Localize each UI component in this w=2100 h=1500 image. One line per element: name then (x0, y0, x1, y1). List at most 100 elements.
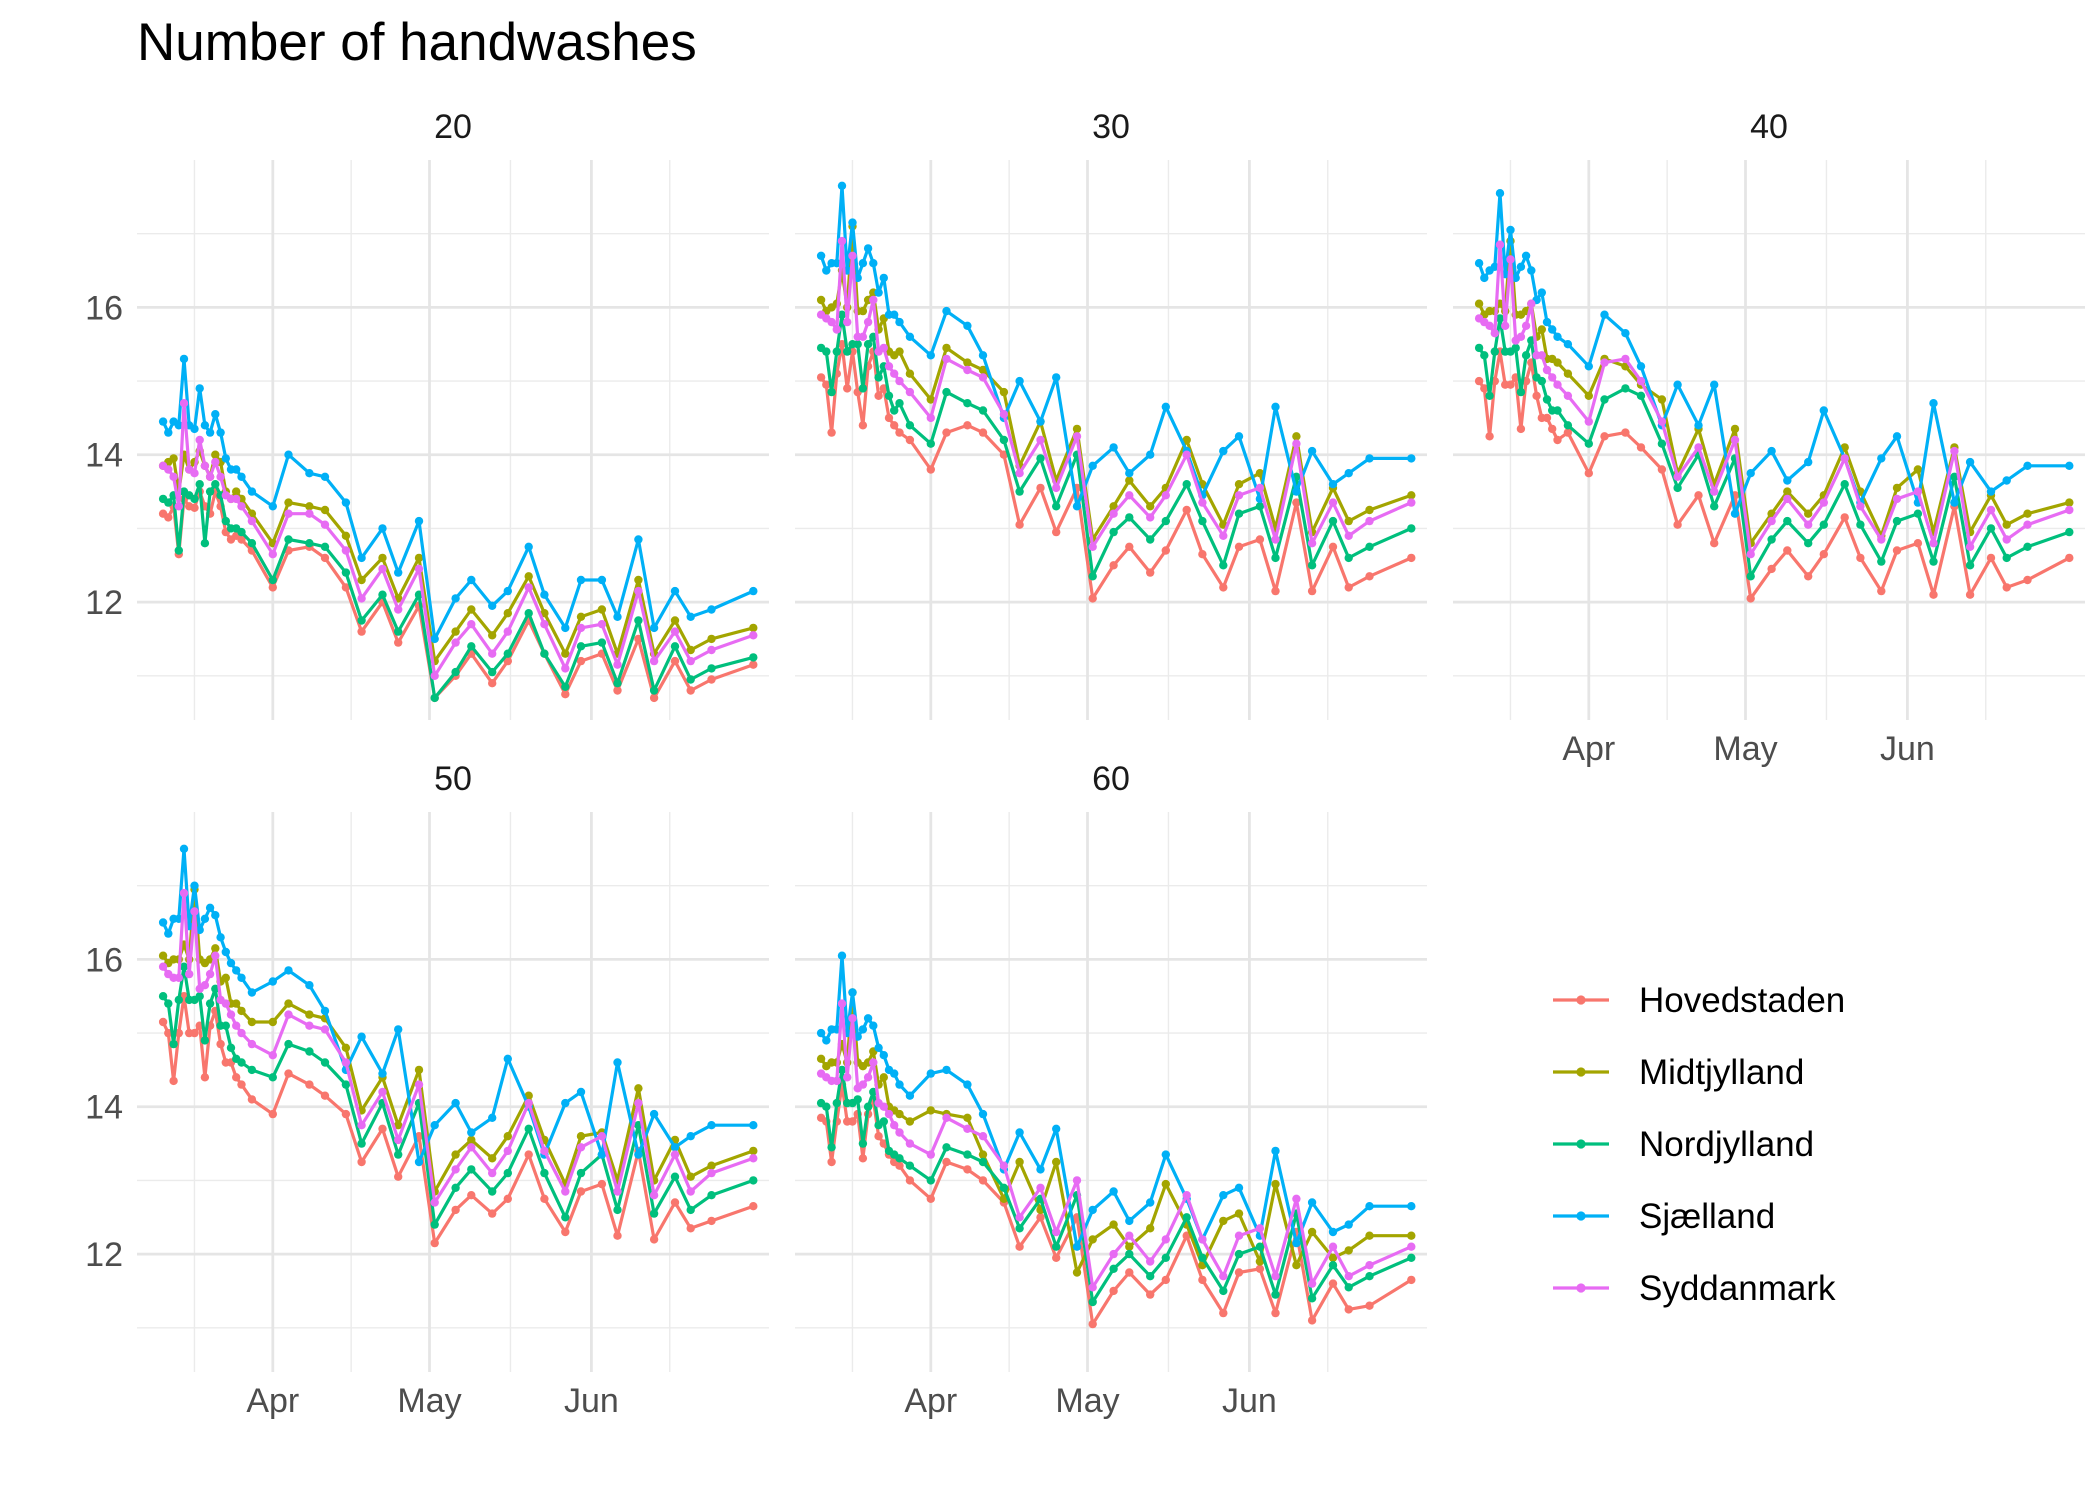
data-point (999, 435, 1009, 445)
data-point (430, 1220, 439, 1229)
x-tick-label: Jun (564, 1382, 619, 1420)
data-point (1198, 516, 1207, 526)
data-point (169, 1039, 178, 1049)
data-point (1234, 1183, 1244, 1193)
data-point (237, 1028, 246, 1038)
data-point (963, 399, 972, 408)
data-point (816, 1054, 826, 1064)
data-point (686, 1187, 695, 1196)
data-point (1542, 317, 1552, 327)
data-point (284, 999, 293, 1008)
data-point (613, 679, 622, 688)
data-point (226, 1010, 236, 1019)
data-point (1161, 1179, 1171, 1189)
data-point (942, 1113, 951, 1123)
data-point (1804, 572, 1813, 581)
data-point (905, 1117, 915, 1126)
data-point (488, 631, 497, 640)
data-point (1563, 391, 1573, 400)
data-point (649, 1209, 659, 1218)
data-point (200, 981, 210, 990)
data-point (686, 612, 695, 621)
data-point (1407, 1242, 1416, 1251)
data-point (1600, 358, 1609, 367)
data-point (905, 435, 915, 445)
data-point (749, 586, 758, 596)
data-point (237, 535, 246, 544)
data-point (1490, 347, 1500, 356)
data-point (357, 1157, 366, 1167)
data-point (1501, 321, 1510, 330)
data-point (1506, 255, 1515, 264)
data-point (488, 667, 497, 677)
data-point (1694, 443, 1703, 452)
data-point (634, 535, 643, 544)
data-point (430, 634, 439, 644)
data-point (205, 428, 215, 437)
data-point (190, 469, 199, 478)
data-point (863, 317, 873, 327)
data-point (942, 1157, 951, 1167)
data-point (926, 395, 935, 404)
data-point (1109, 1249, 1118, 1259)
data-point (341, 498, 351, 507)
data-point (1710, 539, 1719, 548)
data-point (879, 1117, 888, 1126)
series-sjælland (158, 354, 758, 644)
series-hovedstaden (816, 340, 1416, 603)
data-point (1036, 454, 1045, 463)
data-point (320, 1025, 330, 1034)
data-point (226, 1043, 236, 1053)
data-point (451, 1098, 460, 1108)
data-point (670, 1172, 680, 1181)
data-point (1271, 402, 1280, 411)
x-tick-label: May (397, 1382, 461, 1420)
data-point (357, 553, 366, 563)
data-point (414, 553, 424, 563)
data-point (1856, 502, 1865, 511)
data-point (1161, 1253, 1171, 1263)
data-point (905, 387, 915, 397)
data-point (430, 1198, 439, 1207)
data-point (670, 586, 680, 596)
data-point (1088, 1319, 1097, 1329)
data-point (1621, 354, 1630, 364)
data-point (1365, 1261, 1374, 1270)
data-point (895, 428, 904, 437)
data-point (1161, 402, 1171, 411)
data-point (576, 1132, 586, 1141)
data-point (268, 1109, 277, 1119)
data-point (1548, 373, 1557, 382)
data-point (221, 454, 230, 463)
legend-key-point (1576, 1067, 1586, 1077)
data-point (1657, 465, 1667, 474)
data-point (158, 962, 168, 971)
data-point (158, 918, 168, 927)
data-point (1052, 373, 1061, 382)
data-point (1125, 1268, 1134, 1277)
data-point (613, 1231, 622, 1240)
data-point (247, 988, 257, 997)
data-point (1182, 505, 1191, 515)
data-point (394, 1121, 403, 1130)
data-point (305, 469, 314, 478)
data-point (1234, 1231, 1244, 1240)
data-point (1621, 329, 1630, 338)
data-point (357, 594, 366, 603)
data-point (837, 236, 847, 246)
data-point (394, 627, 403, 636)
data-point (305, 539, 314, 548)
data-point (540, 620, 549, 629)
data-point (816, 251, 826, 260)
data-point (378, 1087, 387, 1097)
data-point (1474, 343, 1484, 353)
data-point (1182, 1213, 1191, 1222)
data-point (1109, 443, 1118, 452)
data-point (1600, 395, 1609, 404)
series-nordjylland (158, 480, 758, 703)
data-point (195, 992, 204, 1001)
data-point (1328, 1279, 1338, 1288)
data-point (169, 454, 178, 463)
data-point (1892, 546, 1902, 555)
data-point (430, 693, 439, 703)
